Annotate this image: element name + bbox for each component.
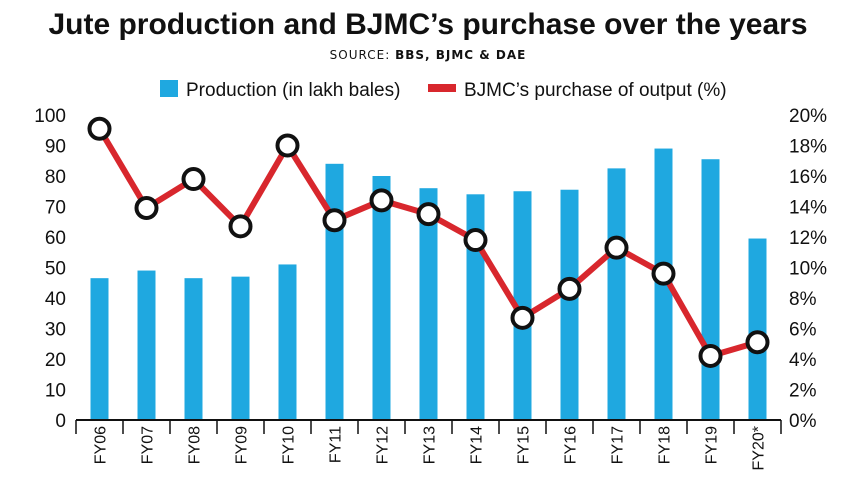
purchase-point — [651, 261, 676, 286]
y-right-tick-label: 12% — [789, 228, 827, 249]
y-right-tick-label: 0% — [789, 411, 817, 432]
y-right-tick-label: 8% — [789, 289, 817, 310]
legend-bar-label: Production (in lakh bales) — [186, 80, 400, 101]
purchase-point — [275, 133, 300, 158]
y-right-tick-label: 4% — [789, 350, 817, 371]
purchase-point — [322, 208, 347, 233]
x-tick-label: FY16 — [563, 426, 580, 464]
purchase-point — [87, 116, 112, 141]
legend-bar-swatch — [160, 80, 178, 97]
y-left-tick-label: 80 — [45, 167, 66, 188]
purchase-point — [181, 167, 206, 192]
y-left-tick-label: 60 — [45, 228, 66, 249]
y-left-tick-label: 10 — [45, 381, 66, 402]
purchase-point — [228, 214, 253, 239]
x-tick-label: FY06 — [93, 426, 110, 464]
source-text: BBS, BJMC & DAE — [395, 48, 526, 62]
chart-title: Jute production and BJMC’s purchase over… — [48, 8, 807, 41]
production-bar — [137, 270, 156, 420]
x-tick-label: FY15 — [516, 426, 533, 464]
y-left-tick-label: 0 — [55, 411, 66, 432]
purchase-point — [745, 330, 770, 355]
x-tick-label: FY20* — [751, 426, 768, 470]
y-left-tick-label: 20 — [45, 350, 66, 371]
x-tick-label: FY10 — [281, 426, 298, 464]
production-bar — [231, 276, 250, 420]
purchase-point — [557, 276, 582, 301]
purchase-point — [510, 305, 535, 330]
y-right-tick-label: 18% — [789, 137, 827, 158]
y-right-tick-label: 14% — [789, 198, 827, 219]
x-tick-label: FY19 — [704, 426, 721, 464]
purchase-point — [416, 202, 441, 227]
y-right-tick-label: 10% — [789, 259, 827, 280]
purchase-markers — [87, 116, 770, 368]
x-tick-label: FY18 — [657, 426, 674, 464]
source-label: SOURCE: — [330, 48, 391, 62]
production-bar — [701, 159, 720, 420]
production-bar — [90, 278, 109, 420]
chart-source: SOURCE: BBS, BJMC & DAE — [330, 48, 527, 62]
production-bar — [372, 176, 391, 420]
y-left-tick-label: 90 — [45, 137, 66, 158]
y-left-tick-label: 70 — [45, 198, 66, 219]
y-right-tick-label: 16% — [789, 167, 827, 188]
legend-line-swatch — [428, 84, 456, 92]
purchase-point — [134, 196, 159, 221]
purchase-point — [604, 235, 629, 260]
y-left-tick-label: 100 — [34, 106, 66, 127]
x-tick-label: FY11 — [328, 426, 345, 463]
production-bar — [325, 163, 344, 421]
x-tick-label: FY14 — [469, 426, 486, 464]
y-left-tick-label: 30 — [45, 320, 66, 341]
x-tick-label: FY07 — [140, 426, 157, 464]
y-right-tick-label: 6% — [789, 320, 817, 341]
y-axis-right: 0% 2% 4% 6% 8% 10% 12% 14% 16% 18% 20% — [789, 106, 827, 432]
y-right-tick-label: 2% — [789, 381, 817, 402]
production-bar — [513, 191, 532, 420]
production-bar — [607, 168, 626, 420]
x-tick-label: FY09 — [234, 426, 251, 464]
purchase-point — [698, 343, 723, 368]
production-bar — [278, 264, 297, 420]
y-left-tick-label: 40 — [45, 289, 66, 310]
x-tick-label: FY17 — [610, 426, 627, 464]
legend-line-label: BJMC’s purchase of output (%) — [464, 80, 727, 101]
y-left-tick-label: 50 — [45, 259, 66, 280]
y-axis-left: 0 10 20 30 40 50 60 70 80 90 100 — [34, 106, 66, 432]
purchase-point — [369, 188, 394, 213]
x-axis: FY06 FY07 FY08 FY09 FY10 FY11 FY12 FY13 FY14 FY15… — [75, 420, 782, 470]
y-right-tick-label: 20% — [789, 106, 827, 127]
x-tick-label: FY12 — [375, 426, 392, 464]
production-bar — [184, 278, 203, 420]
x-tick-label: FY08 — [187, 426, 204, 464]
legend: Production (in lakh bales) BJMC’s purcha… — [160, 80, 727, 101]
x-tick-label: FY13 — [422, 426, 439, 464]
purchase-point — [463, 228, 488, 253]
production-bar — [419, 188, 438, 420]
production-bar — [560, 189, 579, 420]
production-bar — [748, 238, 767, 420]
